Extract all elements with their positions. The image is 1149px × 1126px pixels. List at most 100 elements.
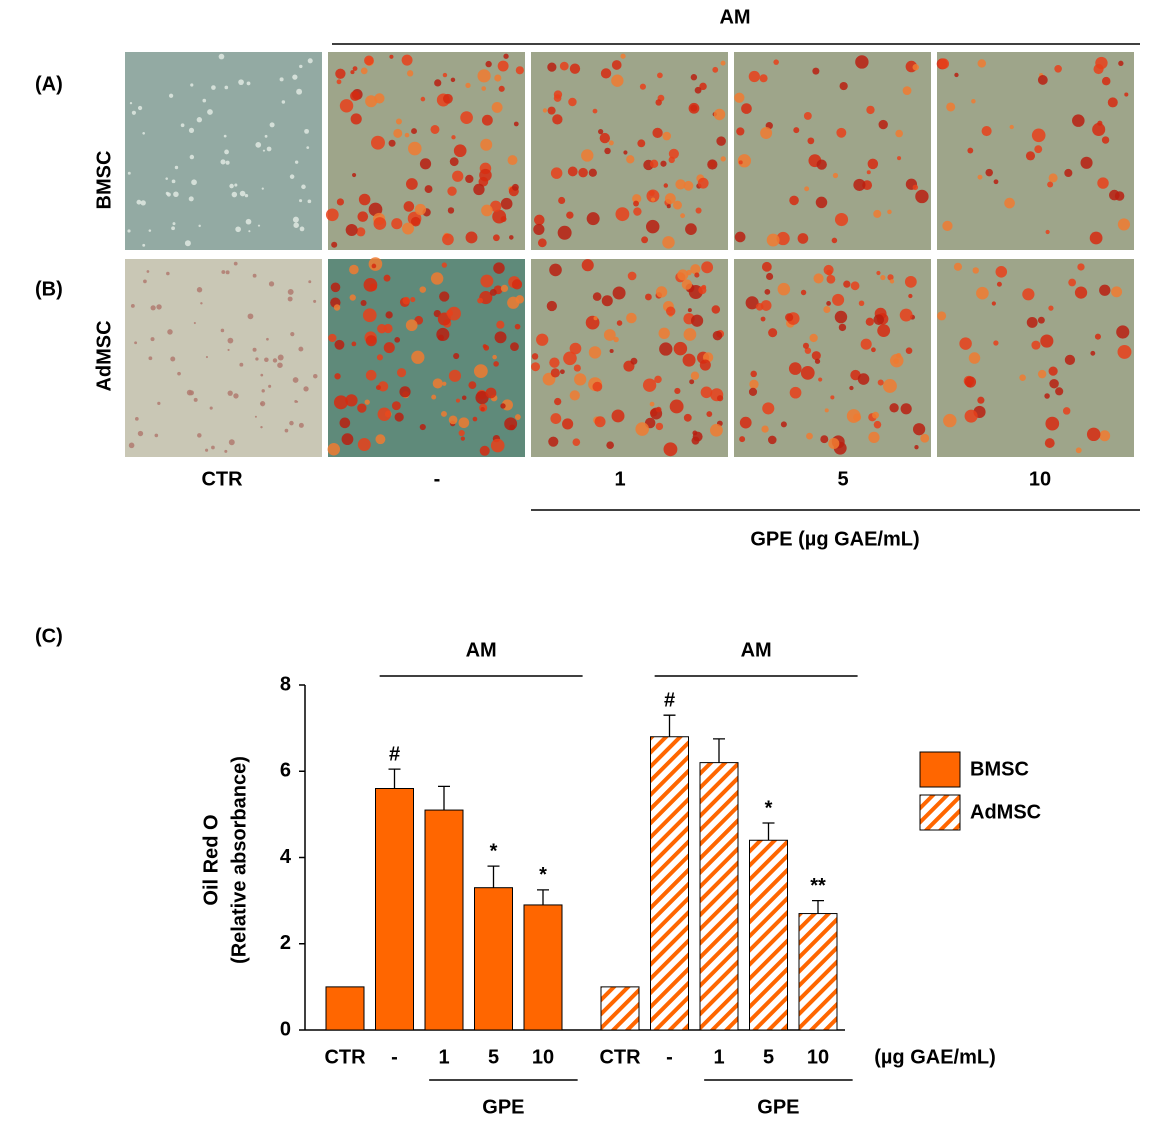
cell: [391, 218, 403, 230]
cell: [419, 286, 427, 293]
y-tick-label: 6: [280, 760, 291, 782]
cell: [826, 301, 831, 306]
unit-label: (µg GAE/mL): [874, 1046, 996, 1068]
cell: [977, 59, 987, 68]
x-tick-label: 5: [488, 1046, 499, 1068]
cell: [673, 341, 688, 356]
cell: [357, 438, 371, 452]
cell: [1097, 120, 1103, 126]
cell: [345, 223, 358, 236]
cell: [588, 168, 597, 177]
cell: [165, 177, 168, 180]
cell: [363, 278, 378, 292]
cell: [293, 222, 299, 228]
cell: [364, 55, 374, 66]
cell: [871, 347, 876, 353]
cell: [712, 66, 719, 73]
cell: [546, 300, 557, 312]
cell: [262, 149, 266, 152]
cell: [1089, 231, 1103, 245]
cell: [350, 90, 361, 101]
cell: [766, 272, 774, 281]
cell: [362, 308, 377, 323]
cell: [834, 310, 848, 324]
cell: [492, 234, 500, 242]
cell: [266, 146, 272, 152]
column-label: CTR: [201, 468, 243, 490]
cell: [682, 353, 696, 367]
cell: [694, 272, 700, 278]
cell: [789, 195, 799, 206]
cell: [1031, 340, 1041, 350]
cell: [549, 357, 560, 368]
bar: [523, 904, 563, 1031]
cell: [866, 105, 875, 115]
cell: [411, 128, 417, 135]
cell: [1048, 366, 1058, 376]
cell: [377, 323, 387, 334]
cell: [828, 437, 840, 450]
cell: [663, 183, 669, 188]
cell: [404, 132, 410, 138]
cell: [498, 85, 505, 92]
cell: [818, 377, 823, 382]
cell: [850, 281, 860, 291]
error-bar: [713, 738, 725, 763]
cell: [460, 111, 473, 124]
cell: [533, 223, 545, 236]
cell: [834, 212, 849, 227]
cell: [878, 119, 888, 130]
cell: [401, 54, 413, 66]
cell: [776, 231, 790, 246]
cell: [134, 341, 138, 345]
cell: [211, 85, 216, 90]
cell: [639, 83, 646, 90]
cell: [942, 220, 953, 232]
cell: [865, 317, 874, 326]
cell: [698, 286, 707, 295]
cell: [437, 334, 444, 341]
cell: [391, 401, 401, 411]
cell: [197, 433, 202, 438]
gpe-label: GPE: [482, 1096, 524, 1118]
cell: [228, 439, 235, 446]
cell: [376, 354, 384, 361]
cell: [542, 108, 548, 113]
cell: [853, 178, 866, 191]
cell: [451, 135, 456, 140]
cell: [694, 86, 702, 94]
cell: [748, 387, 758, 396]
cell: [481, 204, 493, 217]
cell: [588, 346, 602, 359]
cell: [741, 103, 752, 114]
cell: [616, 320, 623, 326]
cell: [259, 401, 266, 407]
panel-label: (A): [35, 73, 63, 95]
cell: [349, 294, 356, 301]
cell: [507, 155, 518, 166]
cell: [985, 168, 993, 177]
cell: [593, 316, 598, 321]
cell: [688, 102, 700, 114]
cell: [905, 347, 913, 355]
cell: [277, 362, 283, 368]
cell: [914, 445, 919, 450]
cell: [448, 369, 461, 382]
cell: [173, 191, 179, 198]
cell: [333, 395, 348, 410]
cell: [826, 269, 833, 276]
cell: [663, 442, 678, 457]
cell: [608, 140, 614, 146]
cell: [449, 157, 459, 167]
cell: [473, 183, 485, 196]
cell: [846, 409, 861, 423]
error-bar: [388, 768, 401, 789]
micrograph: [531, 52, 728, 250]
cell: [477, 69, 491, 83]
cell: [789, 386, 802, 399]
cell: [360, 299, 367, 306]
cell: [170, 356, 176, 362]
cell: [227, 348, 230, 352]
cell: [224, 85, 229, 90]
cell: [690, 74, 698, 81]
